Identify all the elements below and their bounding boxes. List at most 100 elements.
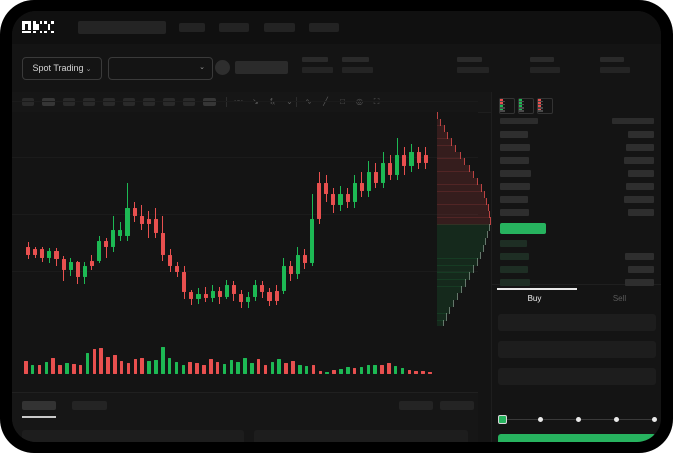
buy-tab-underline (497, 288, 577, 290)
volume-bar (30, 364, 35, 374)
depth-bid-step (437, 244, 484, 253)
bottom-panel-left (22, 430, 244, 442)
chevron-down-icon: ⌄ (199, 64, 205, 71)
volume-bar (318, 371, 323, 374)
orderbook-ask-row[interactable] (500, 157, 529, 164)
stat-block (302, 57, 333, 73)
tab-sell[interactable]: Sell (612, 294, 627, 303)
volume-bar (215, 361, 220, 374)
depth-bid-step (437, 285, 462, 294)
volume-bar (181, 364, 186, 374)
volume-bar (202, 364, 206, 374)
coin-avatar (215, 60, 230, 75)
header-nav-item-1[interactable] (179, 23, 205, 32)
stat-block (600, 57, 630, 73)
depth-ask-step (437, 125, 445, 133)
slider-step-75[interactable] (613, 416, 619, 422)
stat-low-24h-label (530, 57, 554, 62)
orderbook-ask-row[interactable] (500, 196, 528, 203)
volume-bar (161, 347, 165, 374)
trading-mode-selector[interactable]: Spot Trading ⌄ (22, 57, 102, 80)
timeframe-button-2[interactable] (63, 98, 75, 106)
order-total-field[interactable] (498, 368, 656, 385)
bottom-action-1[interactable] (399, 401, 433, 410)
volume-bar (284, 362, 288, 374)
orderbook-ask-row[interactable] (500, 183, 530, 190)
volume-bar (325, 372, 329, 374)
orderbook-ask-row[interactable] (500, 144, 530, 151)
tab-order-history[interactable] (72, 401, 107, 410)
candle (359, 171, 364, 197)
orderbook-ask-row[interactable] (500, 131, 528, 138)
slider-step-25[interactable] (537, 416, 543, 422)
volume-bar (366, 365, 371, 374)
price-chart[interactable] (12, 100, 478, 326)
timeframe-button-6[interactable] (143, 98, 155, 106)
timeframe-button-7[interactable] (163, 98, 175, 106)
header-nav-item-2[interactable] (219, 23, 249, 32)
slider-step-100[interactable] (651, 416, 657, 422)
slider-step-50[interactable] (575, 416, 581, 422)
depth-bid-step (437, 292, 458, 301)
orderbook-bid-amount (628, 266, 654, 273)
timeframe-button-5[interactable] (123, 98, 135, 106)
candle (352, 174, 357, 208)
bottom-action-2[interactable] (440, 401, 474, 410)
order-price-field[interactable] (498, 314, 656, 331)
stat-high-24h-label (457, 57, 482, 62)
candle (310, 193, 315, 267)
candle (54, 248, 59, 267)
candle (111, 216, 116, 253)
orderbook-ask-row[interactable] (500, 170, 531, 177)
timeframe-button-0[interactable] (22, 98, 34, 106)
okx-logo-icon[interactable] (22, 21, 68, 34)
volume-bar (58, 365, 62, 374)
volume-bar (140, 357, 145, 374)
search-input[interactable] (78, 21, 166, 34)
depth-bid-step (437, 258, 478, 266)
volume-bar (311, 364, 316, 374)
timeframe-button-8[interactable] (183, 98, 195, 106)
candle (224, 279, 229, 300)
candle (89, 254, 95, 271)
orderbook-ask-amount (628, 209, 654, 216)
timeframe-button-1[interactable] (42, 98, 55, 106)
orderbook-ask-amount (628, 131, 654, 138)
timeframe-button-3[interactable] (83, 98, 95, 106)
candle (217, 286, 222, 304)
top-header (12, 11, 661, 44)
orderbook-bids-icon[interactable] (518, 98, 534, 114)
orderbook-ask-amount (626, 144, 654, 151)
orderbook-ask-row[interactable] (500, 209, 529, 216)
header-nav-item-4[interactable] (309, 23, 339, 32)
orderbook-bid-row[interactable] (500, 279, 530, 286)
tab-buy[interactable]: Buy (527, 294, 542, 303)
candle (381, 152, 386, 189)
orderbook-both-icon[interactable] (499, 98, 515, 114)
candle (231, 281, 237, 301)
orderbook-bid-row[interactable] (500, 266, 528, 273)
timeframe-button-4[interactable] (103, 98, 115, 106)
volume-bar (85, 353, 90, 374)
candle (139, 205, 144, 230)
header-nav-item-3[interactable] (264, 23, 295, 32)
trading-mode-label: Spot Trading (32, 63, 84, 73)
orderbook-bid-row[interactable] (500, 240, 527, 247)
pair-selector[interactable]: ⌄ (108, 57, 213, 80)
orderbook-ask-amount (626, 183, 654, 190)
slider-handle[interactable] (498, 415, 507, 424)
orderbook-asks-icon[interactable] (537, 98, 553, 114)
orderbook-bid-amount (625, 253, 654, 260)
last-price-badge (500, 223, 546, 234)
volume-bar (119, 360, 124, 374)
amount-slider[interactable] (498, 415, 657, 424)
candle (203, 286, 208, 303)
candle (118, 221, 123, 242)
order-amount-field[interactable] (498, 341, 656, 358)
chevron-down-icon: ⌄ (85, 66, 92, 73)
tab-open-orders[interactable] (22, 401, 56, 410)
timeframe-button-9[interactable] (203, 98, 216, 106)
candle (246, 292, 251, 308)
submit-order-button[interactable] (498, 434, 656, 442)
orderbook-bid-row[interactable] (500, 253, 529, 260)
